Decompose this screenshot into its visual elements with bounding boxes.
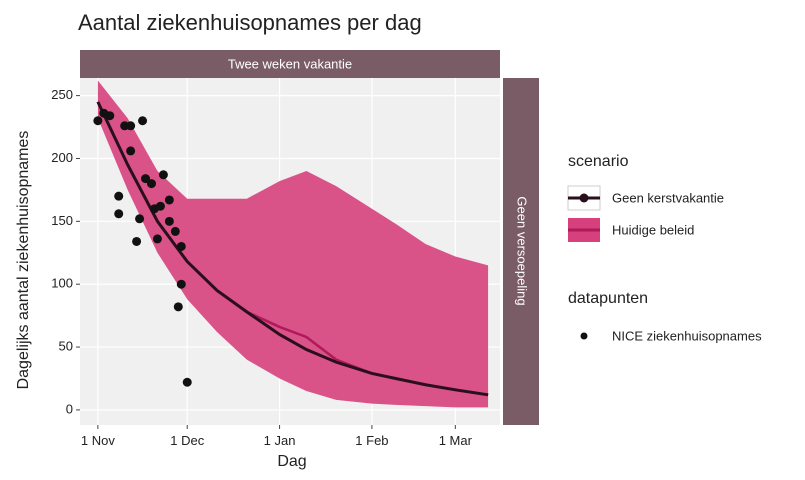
data-point [126, 146, 136, 156]
data-point [93, 116, 103, 126]
data-point [126, 121, 136, 131]
ribbon [97, 80, 489, 408]
strip-top-label: Twee weken vakantie [228, 56, 352, 71]
data-point [176, 279, 186, 289]
legend-title: datapunten [568, 290, 648, 307]
chart-title: Aantal ziekenhuisopnames per dag [78, 10, 422, 35]
data-point [170, 226, 180, 236]
data-point [114, 191, 124, 201]
legend-point [580, 332, 588, 340]
data-point [158, 170, 168, 180]
line [96, 101, 489, 397]
legend-title: scenario [568, 153, 629, 170]
legend-label: NICE ziekenhuisopnames [612, 328, 762, 343]
data-point [164, 216, 174, 226]
data-point [132, 236, 142, 246]
strip-right [503, 78, 539, 425]
data-point [135, 214, 145, 224]
x-tick-label: 1 Nov [81, 433, 115, 448]
strip-top [80, 50, 500, 78]
legend-label: Geen kerstvakantie [612, 190, 724, 205]
y-axis-title: Dagelijks aantal ziekenhuisopnames [15, 131, 32, 390]
y-tick-label: 250 [51, 87, 73, 102]
data-point [152, 234, 162, 244]
legend-label: Huidige beleid [612, 222, 694, 237]
legend-point [579, 193, 589, 203]
data-point [146, 179, 156, 189]
strip-right-label: Geen versoepeling [515, 196, 530, 305]
data-point [182, 377, 192, 387]
x-tick-label: 1 Jan [264, 433, 296, 448]
x-axis-title: Dag [277, 453, 306, 470]
data-point [138, 116, 148, 126]
data-point [155, 201, 165, 211]
y-tick-label: 200 [51, 150, 73, 165]
y-tick-label: 100 [51, 276, 73, 291]
data-point [176, 241, 186, 251]
data-point [105, 111, 115, 121]
y-tick-label: 0 [66, 401, 73, 416]
x-tick-label: 1 Feb [355, 433, 388, 448]
data-point [173, 302, 183, 312]
data-point [141, 174, 151, 184]
x-tick-label: 1 Dec [170, 433, 204, 448]
data-point [164, 195, 174, 205]
y-tick-label: 50 [59, 338, 73, 353]
x-tick-label: 1 Mar [439, 433, 473, 448]
data-point [114, 209, 124, 219]
y-tick-label: 150 [51, 213, 73, 228]
